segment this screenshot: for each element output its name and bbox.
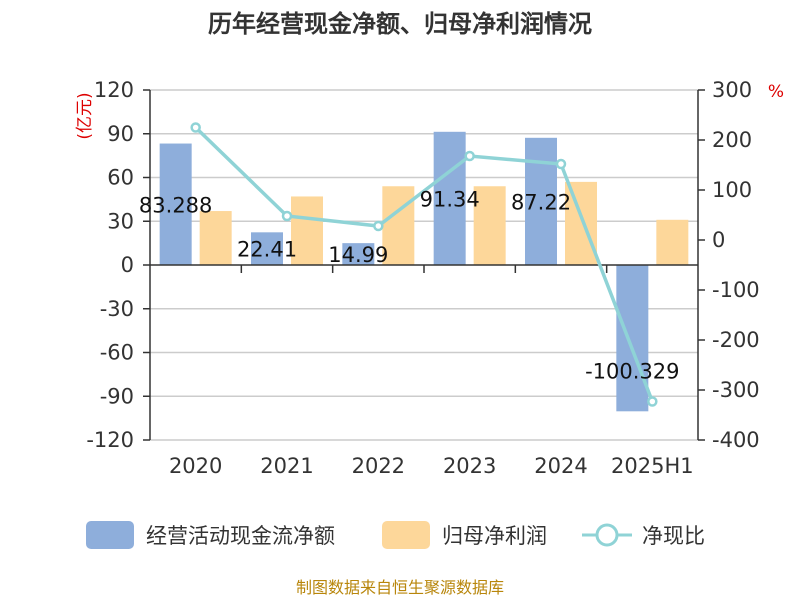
legend-label-ratio: 净现比 — [642, 524, 705, 548]
right-tick-label: -100 — [712, 278, 760, 302]
bar-net-profit — [291, 196, 323, 265]
right-tick-label: -300 — [712, 378, 760, 402]
axes: 1209060300-30-60-90-1203002001000-100-20… — [86, 78, 759, 478]
bar-net-profit — [473, 186, 506, 265]
x-tick-label: 2022 — [352, 454, 405, 478]
left-tick-label: -120 — [86, 428, 134, 452]
data-label-operating-cash-flow: 83.288 — [139, 193, 212, 217]
left-tick-label: -90 — [100, 384, 134, 408]
data-labels: 83.288 22.41 14.99 91.34 87.22 -100.329 — [139, 187, 680, 383]
x-tick-label: 2020 — [169, 454, 222, 478]
bar-operating-cash-flow — [616, 265, 649, 412]
x-tick-label: 2024 — [534, 454, 587, 478]
chart-title: 历年经营现金净额、归母净利润情况 — [208, 10, 592, 38]
ratio-polyline — [194, 126, 654, 403]
left-tick-label: 120 — [94, 78, 134, 102]
x-tick-label: 2025H1 — [611, 454, 694, 478]
ratio-point — [281, 210, 293, 222]
ratio-point — [555, 158, 567, 170]
bar-operating-cash-flow — [342, 243, 375, 265]
ratio-point — [190, 122, 201, 133]
data-label-operating-cash-flow: 22.41 — [237, 238, 297, 262]
x-tick-label: 2023 — [443, 454, 496, 478]
legend-swatch-operating-cash-flow — [86, 521, 134, 549]
bar-net-profit — [656, 219, 689, 265]
grid-lines — [150, 89, 698, 441]
bar-net-profit — [199, 211, 232, 265]
right-axis-unit: % — [768, 82, 784, 102]
data-label-operating-cash-flow: 91.34 — [420, 187, 480, 211]
left-tick-label: -30 — [100, 297, 134, 321]
bar-net-profit — [565, 181, 597, 265]
right-tick-label: 0 — [712, 228, 725, 252]
legend-swatch-net-profit — [382, 521, 430, 549]
bar-operating-cash-flow — [433, 131, 466, 265]
x-tick-label: 2021 — [260, 454, 313, 478]
bar-net-profit — [382, 186, 415, 265]
right-tick-label: 200 — [712, 128, 752, 152]
left-tick-label: 30 — [107, 209, 134, 233]
right-tick-label: 100 — [712, 178, 752, 202]
bar-operating-cash-flow — [525, 137, 557, 265]
right-tick-label: 300 — [712, 78, 752, 102]
data-label-operating-cash-flow: 14.99 — [328, 243, 388, 267]
bars — [159, 131, 689, 412]
ratio-point — [373, 220, 384, 232]
source-note: 制图数据来自恒生聚源数据库 — [296, 578, 504, 597]
legend-label-net-profit: 归母净利润 — [442, 524, 547, 548]
legend-marker-ratio — [595, 523, 619, 547]
right-tick-label: -400 — [712, 428, 760, 452]
legend-label-operating-cash-flow: 经营活动现金流净额 — [146, 524, 335, 548]
left-tick-label: 0 — [121, 253, 134, 277]
left-axis-unit: (亿元) — [75, 92, 95, 139]
bar-operating-cash-flow — [159, 143, 192, 265]
right-tick-label: -200 — [712, 328, 760, 352]
data-label-operating-cash-flow: 87.22 — [511, 190, 571, 214]
ratio-line — [190, 122, 658, 407]
bar-operating-cash-flow — [251, 232, 283, 265]
left-tick-label: -60 — [100, 341, 134, 365]
ratio-point — [464, 150, 475, 162]
data-label-operating-cash-flow: -100.329 — [585, 359, 679, 383]
left-tick-label: 60 — [107, 166, 134, 190]
left-tick-label: 90 — [107, 122, 134, 146]
ratio-point — [647, 396, 658, 407]
legend: 经营活动现金流净额 归母净利润 净现比 — [86, 521, 705, 549]
